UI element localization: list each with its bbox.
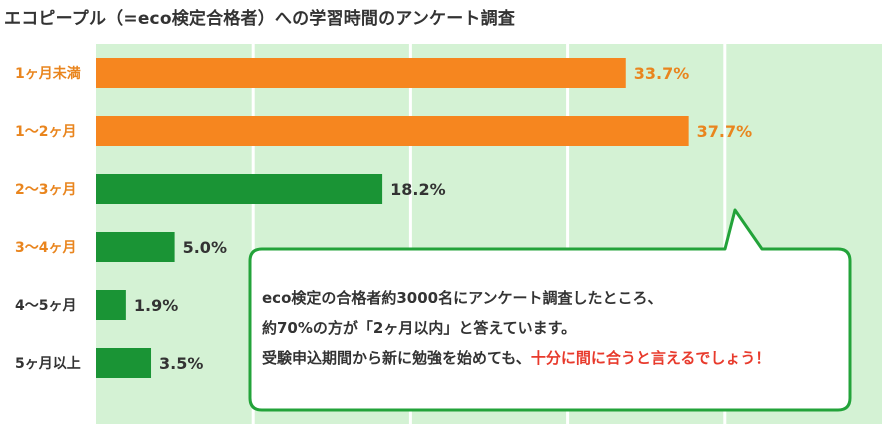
category-label-1: 1ヶ月未満 <box>15 65 81 82</box>
bar-5 <box>96 290 126 320</box>
callout-line-1: eco検定の合格者約3000名にアンケート調査したところ、 <box>262 289 663 307</box>
value-labels: 33.7% 37.7% 18.2% 5.0% 1.9% 3.5% <box>134 64 752 373</box>
callout-line-2: 約70%の方が「2ヶ月以内」と答えています。 <box>262 319 577 337</box>
bar-4 <box>96 232 175 262</box>
value-label-2: 37.7% <box>697 122 753 141</box>
callout-text: eco検定の合格者約3000名にアンケート調査したところ、 約70%の方が「2ヶ… <box>262 283 852 373</box>
bars <box>96 58 689 378</box>
callout-emphasis: 十分に間に合うと言えるでしょう！ <box>530 349 771 367</box>
chart-title: エコピープル（=eco検定合格者）への学習時間のアンケート調査 <box>4 9 516 29</box>
callout-line-3: 受験申込期間から新に勉強を始めても、十分に間に合うと言えるでしょう！ <box>262 343 852 373</box>
value-label-3: 18.2% <box>390 180 446 199</box>
category-labels: 1ヶ月未満 1〜2ヶ月 2〜3ヶ月 3〜4ヶ月 4〜5ヶ月 5ヶ月以上 <box>15 65 81 372</box>
category-label-6: 5ヶ月以上 <box>15 356 81 372</box>
bar-6 <box>96 348 152 378</box>
category-label-5: 4〜5ヶ月 <box>15 298 76 314</box>
bar-2 <box>96 116 689 146</box>
callout-border <box>248 208 852 412</box>
value-label-1: 33.7% <box>634 64 690 83</box>
callout-line-3-text: 受験申込期間から新に勉強を始めても、 <box>262 349 531 367</box>
category-label-3: 2〜3ヶ月 <box>15 182 76 198</box>
bar-3 <box>96 174 383 204</box>
category-label-2: 1〜2ヶ月 <box>15 124 76 140</box>
category-label-4: 3〜4ヶ月 <box>15 240 76 256</box>
value-label-6: 3.5% <box>159 354 203 373</box>
value-label-4: 5.0% <box>183 238 227 257</box>
bar-1 <box>96 58 626 88</box>
value-label-5: 1.9% <box>134 296 178 315</box>
callout-bubble <box>248 208 852 412</box>
